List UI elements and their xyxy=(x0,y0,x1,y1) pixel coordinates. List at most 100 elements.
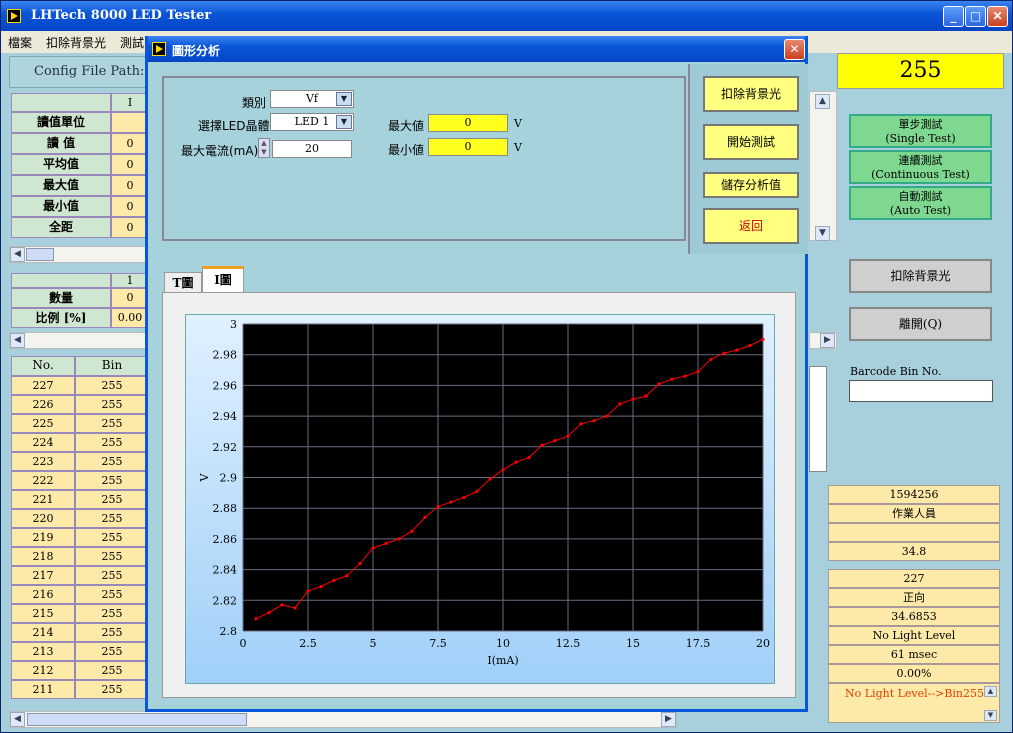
single-test-button[interactable]: 單步測試 (Single Test) xyxy=(849,114,992,148)
mid-scrollbar[interactable]: ▶ xyxy=(809,332,837,349)
minimize-icon[interactable]: _ xyxy=(943,6,964,27)
scroll-left-icon[interactable]: ◀ xyxy=(10,333,25,348)
chevron-down-icon[interactable]: ▼ xyxy=(336,92,352,106)
dialog-close-icon[interactable]: ✕ xyxy=(784,39,805,60)
scroll-right-icon[interactable]: ▶ xyxy=(661,712,676,727)
tab-t-graph[interactable]: T圖 xyxy=(164,272,202,294)
led-select[interactable]: LED 1 xyxy=(270,113,354,131)
subtract-bg-button[interactable]: 扣除背景光 xyxy=(849,259,992,293)
y-tick-label: 2.92 xyxy=(213,441,238,454)
table-row-bin: 255 xyxy=(75,395,149,414)
auto-test-button[interactable]: 自動測試 (Auto Test) xyxy=(849,186,992,220)
barcode-input[interactable] xyxy=(849,380,993,402)
maximize-icon[interactable]: □ xyxy=(965,6,986,27)
x-tick-label: 17.5 xyxy=(686,637,711,650)
x-tick-label: 10 xyxy=(496,637,510,650)
bottom-hscrollbar[interactable]: ◀ ▶ xyxy=(9,711,677,728)
tab-i-graph[interactable]: I圖 xyxy=(202,266,244,294)
save-analysis-button[interactable]: 儲存分析值 xyxy=(703,172,799,198)
table-row-no: 211 xyxy=(11,680,75,699)
table-row-no: 223 xyxy=(11,452,75,471)
back-button[interactable]: 返回 xyxy=(703,208,799,244)
current-input[interactable]: 20 xyxy=(272,140,352,158)
category-select[interactable]: Vf xyxy=(270,90,354,108)
menu-test[interactable]: 測試 xyxy=(120,36,145,50)
info-strip xyxy=(809,485,829,711)
table-row-no: 213 xyxy=(11,642,75,661)
y-tick-label: 2.84 xyxy=(213,564,238,577)
data-point xyxy=(579,422,583,426)
scroll-up-icon[interactable]: ▲ xyxy=(984,686,997,697)
stats-row-value xyxy=(111,112,149,133)
app-icon xyxy=(7,9,21,23)
scroll-right-icon[interactable]: ▶ xyxy=(820,333,835,348)
y-tick-label: 2.96 xyxy=(213,379,238,392)
chevron-down-icon[interactable]: ▼ xyxy=(336,115,352,129)
category-label: 類別 xyxy=(242,96,267,110)
start-test-button[interactable]: 開始測試 xyxy=(703,124,799,160)
table-row-bin: 255 xyxy=(75,585,149,604)
table-row-no: 219 xyxy=(11,528,75,547)
max-label: 最大値 xyxy=(388,119,425,133)
no-bin-table: No. Bin 227 255 226 255 225 255 224 255 223 255 22… xyxy=(11,356,149,706)
min-value-field: 0 xyxy=(428,138,508,156)
count-hscrollbar[interactable]: ◀ xyxy=(9,332,149,349)
table-row-no: 216 xyxy=(11,585,75,604)
dialog-app-icon xyxy=(152,42,166,56)
menu-file[interactable]: 檔案 xyxy=(8,36,33,50)
stats-header-col: I xyxy=(111,93,149,112)
config-path-label: Config File Path: xyxy=(34,64,145,79)
close-icon[interactable]: ✕ xyxy=(987,6,1008,27)
stats-row-value: 0 xyxy=(111,133,149,154)
menu-subtract-bg[interactable]: 扣除背景光 xyxy=(46,36,107,50)
max-value-field: 0 xyxy=(428,114,508,132)
count-row-value: 0 xyxy=(111,288,149,308)
stats-row-label: 最小值 xyxy=(11,196,111,217)
y-tick-label: 2.94 xyxy=(213,410,238,423)
led-value: LED 1 xyxy=(294,115,330,128)
data-point xyxy=(540,443,544,447)
stats-row-label: 平均值 xyxy=(11,154,111,175)
stats-header-blank xyxy=(11,93,111,112)
y-axis-label: V xyxy=(198,472,211,482)
continuous-test-button[interactable]: 連續測試 (Continuous Test) xyxy=(849,150,992,184)
subtract-bg-dialog-button[interactable]: 扣除背景光 xyxy=(703,76,799,112)
scroll-left-icon[interactable]: ◀ xyxy=(10,247,25,262)
stepper-arrows-icon[interactable]: ▲ ▼ xyxy=(258,138,270,158)
bin-header: Bin xyxy=(75,356,149,376)
data-point xyxy=(410,529,414,533)
table-row-bin: 255 xyxy=(75,623,149,642)
data-point xyxy=(657,382,661,386)
iv-line-chart: 0 2.5 5 7.5 10 12.5 15 17.5 20 2.8 2.82 2.84 2.86 2.8… xyxy=(198,318,770,667)
no-header: No. xyxy=(11,356,75,376)
scroll-down-icon[interactable]: ▼ xyxy=(815,226,830,241)
led-label: 選擇LED晶體 xyxy=(198,119,270,133)
table-row-no: 226 xyxy=(11,395,75,414)
scroll-down-icon[interactable]: ▼ xyxy=(984,710,997,721)
x-tick-label: 0 xyxy=(240,637,247,650)
x-tick-label: 15 xyxy=(626,637,640,650)
scroll-up-icon[interactable]: ▲ xyxy=(815,94,830,109)
data-point xyxy=(267,610,271,615)
data-point xyxy=(488,477,492,481)
table-row-bin: 255 xyxy=(75,433,149,452)
series-line xyxy=(255,338,764,620)
count-table: 1 數量 0 比例 [%] 0.00 xyxy=(11,273,149,328)
table-row-bin: 255 xyxy=(75,680,149,699)
y-tick-label: 3 xyxy=(230,318,237,331)
stats-row-label: 讀值單位 xyxy=(11,112,111,133)
table-row-bin: 255 xyxy=(75,661,149,680)
table-row-no: 221 xyxy=(11,490,75,509)
exit-button[interactable]: 離開(Q) xyxy=(849,307,992,341)
scroll-thumb[interactable] xyxy=(27,713,247,726)
main-title: LHTech 8000 LED Tester xyxy=(31,8,212,23)
y-tick-label: 2.88 xyxy=(213,502,238,515)
scroll-left-icon[interactable]: ◀ xyxy=(10,712,25,727)
data-point xyxy=(618,402,622,406)
data-point xyxy=(397,537,401,541)
right-vscrollbar[interactable]: ▲ ▼ xyxy=(809,91,837,241)
y-tick-label: 2.82 xyxy=(213,594,238,607)
controls-panel: 類別 Vf ▼ 選擇LED晶體 LED 1 ▼ 最大電流(mA) ▲ ▼ 20 最… xyxy=(162,76,686,241)
stats-hscrollbar[interactable]: ◀ xyxy=(9,246,149,263)
scroll-thumb[interactable] xyxy=(26,248,54,261)
